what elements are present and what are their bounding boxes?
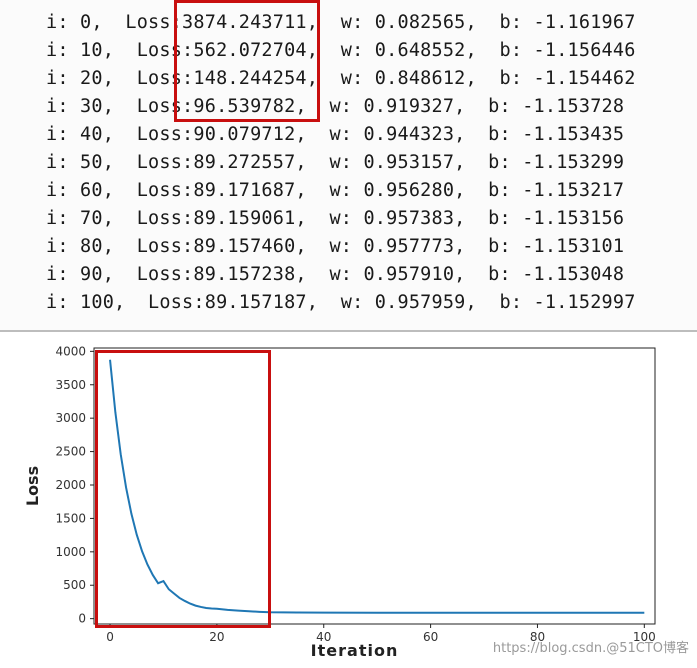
- watermark: https://blog.csdn.@51CTO博客: [492, 641, 689, 656]
- log-output-panel: i: 0, Loss:3874.243711, w: 0.082565, b: …: [0, 0, 697, 330]
- log-line: i: 70, Loss:89.159061, w: 0.957383, b: -…: [46, 208, 625, 229]
- loss-series-line: [109, 359, 645, 614]
- y-tick-label: 3500: [55, 378, 86, 392]
- y-axis-label: Loss: [23, 466, 42, 506]
- log-line: i: 90, Loss:89.157238, w: 0.957910, b: -…: [46, 264, 625, 285]
- x-axis-label: Iteration: [311, 641, 399, 660]
- y-tick-label: 3000: [55, 411, 86, 425]
- chart-highlight-box: [95, 350, 271, 628]
- y-tick-label: 0: [78, 612, 86, 626]
- x-tick-label: 20: [209, 630, 224, 644]
- y-tick-label: 2500: [55, 445, 86, 459]
- log-line: i: 20, Loss:148.244254, w: 0.848612, b: …: [46, 68, 636, 89]
- log-line: i: 10, Loss:562.072704, w: 0.648552, b: …: [46, 40, 636, 61]
- log-line: i: 30, Loss:96.539782, w: 0.919327, b: -…: [46, 96, 625, 117]
- y-tick-label: 500: [63, 578, 86, 592]
- loss-chart-panel: 0 20 40 60 80 100 0 500 1000 1500 2000 2500 3000 3500…: [0, 332, 697, 664]
- log-line: i: 40, Loss:90.079712, w: 0.944323, b: -…: [46, 124, 625, 145]
- y-tick-label: 4000: [55, 344, 86, 358]
- log-line: i: 50, Loss:89.272557, w: 0.953157, b: -…: [46, 152, 625, 173]
- log-line: i: 60, Loss:89.171687, w: 0.956280, b: -…: [46, 180, 625, 201]
- x-tick-label: 40: [316, 630, 331, 644]
- loss-highlight-box: [174, 0, 320, 122]
- log-line: i: 80, Loss:89.157460, w: 0.957773, b: -…: [46, 236, 625, 257]
- panel-divider: [0, 330, 697, 332]
- y-tick-label: 1000: [55, 545, 86, 559]
- log-line: i: 0, Loss:3874.243711, w: 0.082565, b: …: [46, 12, 636, 33]
- y-tick-label: 2000: [55, 478, 86, 492]
- x-tick-label: 80: [530, 630, 545, 644]
- x-tick-label: 0: [106, 630, 114, 644]
- x-tick-label: 100: [633, 630, 656, 644]
- plot-frame: [93, 347, 656, 625]
- x-tick-label: 60: [423, 630, 438, 644]
- y-tick-label: 1500: [55, 511, 86, 525]
- log-line: i: 100, Loss:89.157187, w: 0.957959, b: …: [46, 292, 636, 313]
- loss-chart: 0 20 40 60 80 1000500100015002000250030003500…: [23, 344, 656, 660]
